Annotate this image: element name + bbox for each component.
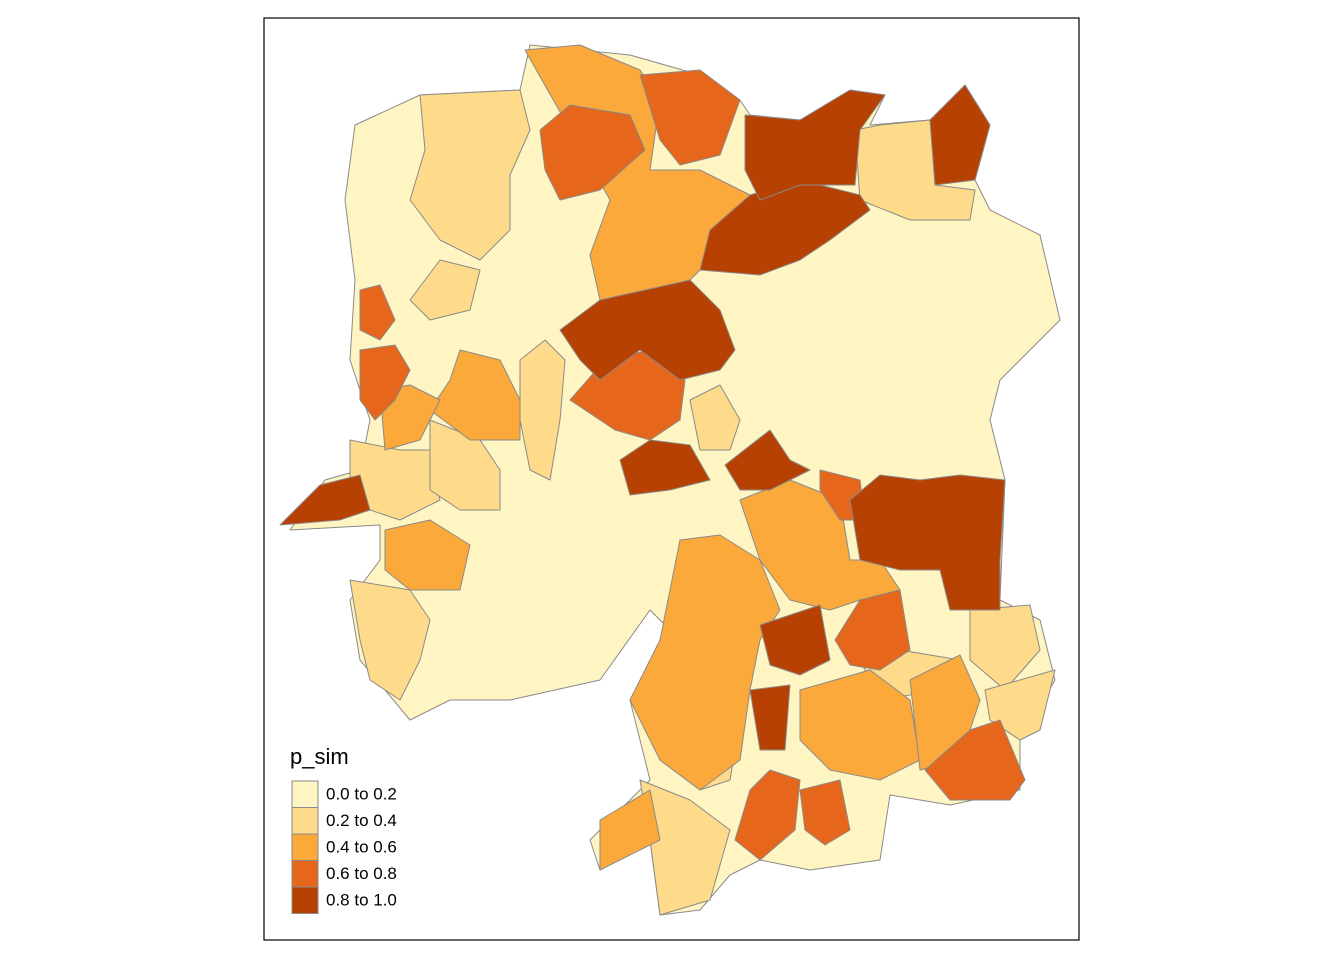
regions xyxy=(279,44,1061,916)
region xyxy=(834,589,911,671)
region xyxy=(799,779,851,846)
legend-swatch xyxy=(291,807,319,835)
region xyxy=(519,339,566,481)
legend-label: 0.8 to 1.0 xyxy=(326,891,397,910)
region xyxy=(639,69,741,166)
legend-label: 0.2 to 0.4 xyxy=(326,811,397,830)
region xyxy=(279,474,371,526)
region xyxy=(849,474,1006,611)
region xyxy=(629,534,781,791)
region xyxy=(409,259,481,321)
legend-label: 0.4 to 0.6 xyxy=(326,838,397,857)
region xyxy=(854,119,976,221)
region xyxy=(349,579,431,701)
legend-swatch xyxy=(291,780,319,808)
region xyxy=(749,684,791,751)
region xyxy=(689,384,741,451)
region xyxy=(734,769,801,861)
region xyxy=(409,89,531,261)
legend-label: 0.0 to 0.2 xyxy=(326,785,397,804)
legend-title: p_sim xyxy=(290,744,349,769)
region xyxy=(539,104,646,201)
region xyxy=(924,719,1026,801)
region xyxy=(969,604,1041,691)
region xyxy=(724,429,811,491)
region xyxy=(759,604,831,676)
region xyxy=(429,349,521,441)
region xyxy=(929,84,991,186)
legend-swatch xyxy=(291,886,319,914)
region xyxy=(559,279,736,381)
legend-swatch xyxy=(291,860,319,888)
region xyxy=(799,669,921,781)
region xyxy=(384,519,471,591)
region xyxy=(359,344,411,421)
region xyxy=(599,789,661,871)
legend-label: 0.6 to 0.8 xyxy=(326,864,397,883)
region xyxy=(359,284,396,341)
legend-swatch xyxy=(291,833,319,861)
region xyxy=(744,89,886,201)
region xyxy=(379,384,441,451)
region xyxy=(984,669,1056,741)
region xyxy=(619,439,711,496)
